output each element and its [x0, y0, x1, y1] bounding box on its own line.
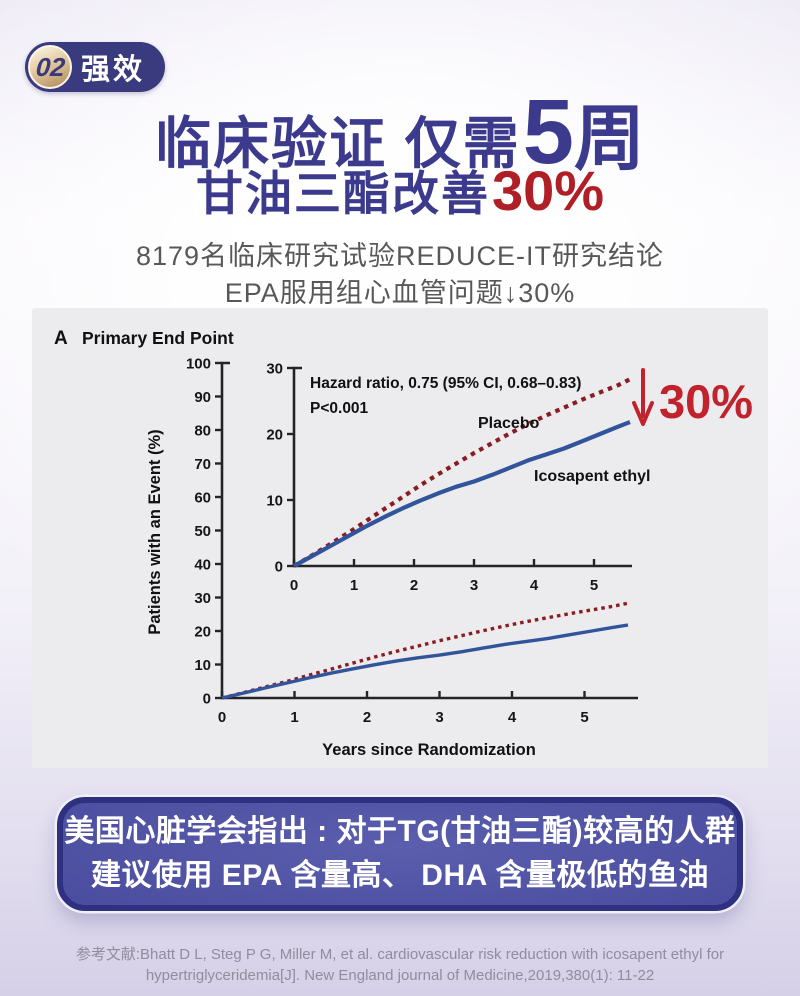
main-y-tick-label: 60 — [194, 490, 211, 507]
sub-title-highlight: 30% — [491, 159, 605, 222]
inset-x-tick-label: 4 — [530, 577, 539, 594]
inset-y-tick-label: 30 — [266, 361, 283, 378]
main-y-tick-label: 20 — [194, 624, 211, 641]
study-summary-line2: EPA服用组心血管问题↓30% — [224, 278, 576, 308]
reference-citation: 参考文献:Bhatt D L, Steg P G, Miller M, et a… — [0, 944, 800, 986]
inset-x-tick-label: 3 — [470, 577, 478, 594]
main-title-prefix: 临床验证 仅需 — [155, 112, 521, 175]
main-title-number: 5 — [522, 81, 574, 183]
main-x-tick-label: 5 — [580, 709, 588, 726]
inset-x-tick-label: 2 — [410, 577, 418, 594]
main-y-tick-label: 80 — [194, 423, 211, 440]
inset-y-tick-label: 0 — [275, 559, 283, 576]
section-badge: 02 强效 — [25, 42, 166, 92]
inset-x-tick-label: 0 — [290, 577, 298, 594]
p-value-annotation: P<0.001 — [310, 400, 369, 417]
sub-title: 甘油三酯改善 30% — [0, 155, 800, 224]
badge-number-circle-icon: 02 — [28, 45, 72, 89]
reference-line-1: 参考文献:Bhatt D L, Steg P G, Miller M, et a… — [75, 946, 725, 963]
main-title-unit: 周 — [573, 100, 645, 179]
decrease-arrow-icon — [632, 368, 654, 426]
x-axis-label: Years since Randomization — [322, 741, 536, 759]
chart-title: Primary End Point — [82, 328, 234, 348]
study-summary: 8179名临床研究试验REDUCE-IT研究结论 EPA服用组心血管问题↓30% — [0, 238, 800, 312]
main-y-tick-label: 90 — [194, 389, 211, 406]
callout-line-1: 美国心脏学会指出 : 对于TG(甘油三酯)较高的人群 — [64, 815, 736, 848]
chart-panel-label: A — [54, 328, 68, 349]
main-y-tick-label: 10 — [194, 657, 211, 674]
main-x-tick-label: 3 — [435, 709, 443, 726]
main-x-tick-label: 4 — [508, 709, 517, 726]
callout-line-2: 建议使用 EPA 含量高、 DHA 含量极低的鱼油 — [90, 859, 710, 892]
badge-label: 强效 — [81, 54, 146, 86]
main-title: 临床验证 仅需 5 周 — [0, 80, 800, 185]
placebo-series-label: Placebo — [478, 415, 540, 432]
main-y-tick-label: 70 — [194, 456, 211, 473]
inset-x-tick-label: 1 — [350, 577, 358, 594]
series-icosapent-ethyl-main — [221, 623, 629, 700]
inset-y-tick-label: 10 — [266, 493, 283, 510]
main-x-tick-label: 2 — [363, 709, 371, 726]
icosapent-series-label: Icosapent ethyl — [534, 468, 650, 485]
main-axes — [220, 361, 638, 700]
series-icosapent-ethyl-inset — [292, 420, 631, 568]
main-x-tick-label: 1 — [290, 709, 298, 726]
main-y-tick-label: 50 — [194, 523, 211, 540]
inset-y-tick-label: 20 — [266, 427, 283, 444]
reference-line-2: hypertriglyceridemia[J]. New England jou… — [145, 967, 655, 984]
inset-x-tick-label: 5 — [590, 577, 598, 594]
sub-title-text: 甘油三酯改善 — [195, 167, 490, 220]
chart-panel: 0 10 20 30 40 50 60 70 80 90 100 0 1 2 3 4 5 0 10 20 30 0 1 2 3 4… — [32, 308, 768, 768]
series-placebo-main — [221, 601, 629, 700]
main-x-tick-label: 0 — [218, 709, 226, 726]
main-y-tick-label: 100 — [186, 356, 211, 373]
hazard-ratio-annotation: Hazard ratio, 0.75 (95% CI, 0.68–0.83) — [310, 375, 581, 392]
inset-axes — [292, 366, 632, 568]
main-y-tick-label: 30 — [194, 590, 211, 607]
badge-number: 02 — [34, 51, 66, 82]
aha-callout: 美国心脏学会指出 : 对于TG(甘油三酯)较高的人群 建议使用 EPA 含量高、… — [57, 797, 743, 911]
y-axis-label: Patients with an Event (%) — [146, 429, 164, 634]
main-y-tick-label: 0 — [203, 691, 211, 708]
series-placebo-inset — [292, 377, 631, 568]
main-y-tick-label: 40 — [194, 557, 211, 574]
reduction-percentage: 30% — [659, 375, 753, 428]
study-summary-line1: 8179名临床研究试验REDUCE-IT研究结论 — [135, 241, 665, 271]
